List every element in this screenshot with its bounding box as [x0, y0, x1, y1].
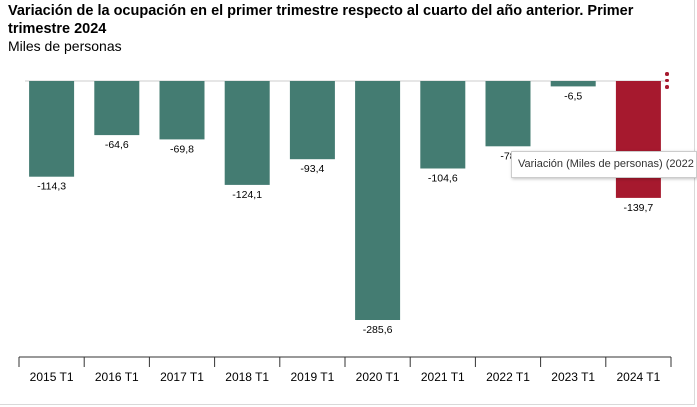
x-tick-label: 2023 T1 [551, 370, 595, 384]
x-tick-label: 2019 T1 [290, 370, 334, 384]
x-tick-label: 2017 T1 [160, 370, 204, 384]
data-label: -93,4 [300, 163, 324, 175]
tooltip: Variación (Miles de personas) (2022 T1 [511, 151, 697, 178]
x-tick-label: 2022 T1 [486, 370, 530, 384]
x-tick-label: 2018 T1 [225, 370, 269, 384]
bar-2023-t1[interactable] [550, 81, 596, 87]
data-label: -139,7 [624, 202, 654, 214]
data-label: -114,3 [37, 181, 66, 193]
bar-2021-t1[interactable] [420, 81, 466, 169]
chart-subtitle: Miles de personas [8, 38, 122, 54]
bar-2018-t1[interactable] [224, 81, 270, 185]
data-label: -6,5 [564, 90, 582, 102]
bars-layer [25, 80, 665, 320]
data-label: -104,6 [428, 173, 458, 185]
data-label: -69,8 [170, 143, 194, 155]
bar-2016-t1[interactable] [94, 81, 140, 136]
x-tick-label: 2016 T1 [95, 370, 139, 384]
x-tick-label: 2024 T1 [616, 370, 660, 384]
bar-2017-t1[interactable] [159, 81, 205, 140]
value-labels-layer: -114,3 -64,6 -69,8 -124,1 -93,4 -285,6 -104,6 -… [37, 90, 653, 336]
x-tick-label: 2021 T1 [421, 370, 465, 384]
bar-2015-t1[interactable] [29, 81, 75, 177]
data-label: -285,6 [363, 324, 393, 336]
bar-2020-t1[interactable] [355, 81, 401, 320]
x-tick-label: 2015 T1 [30, 370, 74, 384]
data-label: -64,6 [105, 139, 129, 151]
bar-2024-t1[interactable] [615, 81, 661, 198]
bar-2019-t1[interactable] [289, 81, 335, 160]
chart-title: Variación de la ocupación en el primer t… [8, 3, 634, 37]
data-label: -124,1 [232, 189, 262, 201]
x-tick-label: 2020 T1 [356, 370, 400, 384]
bar-2022-t1[interactable] [485, 81, 531, 147]
kebab-menu-icon[interactable] [663, 72, 671, 92]
x-axis: 2015 T1 2016 T1 2017 T1 2018 T1 2019 T1 2020 … [18, 356, 672, 384]
